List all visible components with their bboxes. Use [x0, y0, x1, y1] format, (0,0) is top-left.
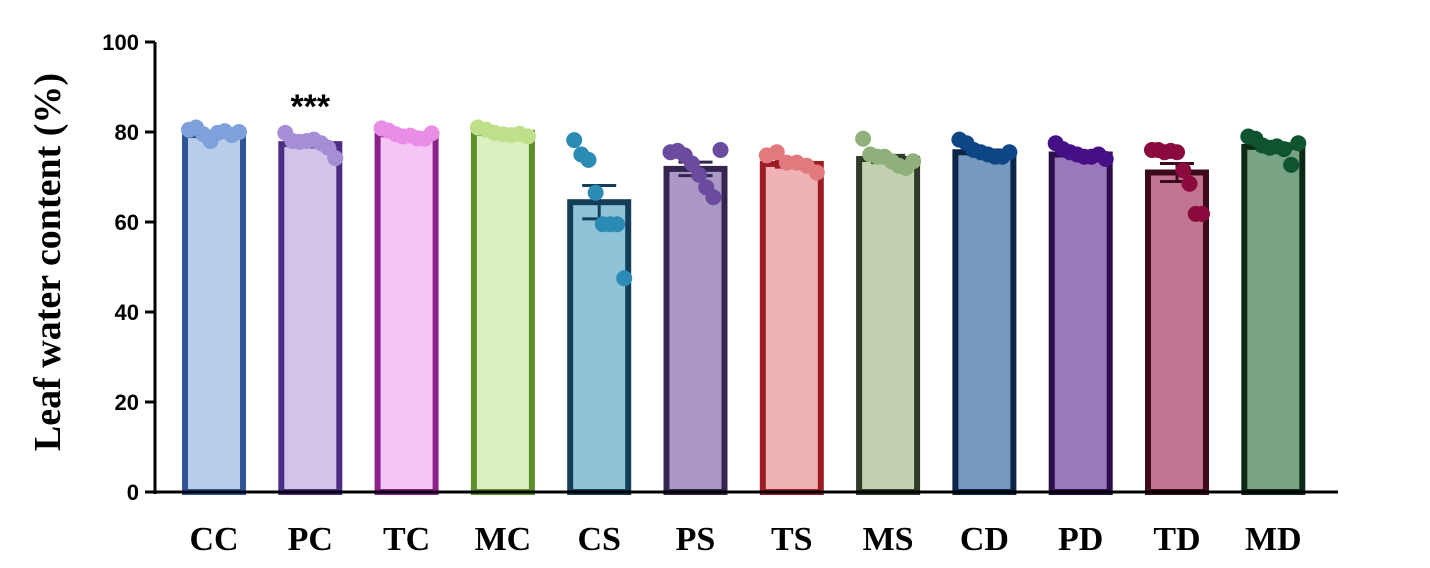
data-point-MS — [855, 130, 872, 147]
data-point-TS — [808, 164, 825, 181]
data-point-TD — [1181, 175, 1198, 192]
bar-CC — [182, 132, 246, 495]
y-tick-label: 100 — [102, 30, 139, 55]
data-point-PS — [691, 166, 708, 183]
x-tick-label: MS — [863, 521, 914, 558]
y-axis-label: Leaf water content (%) — [27, 73, 69, 451]
bar-TC — [374, 131, 439, 495]
data-point-CC — [231, 124, 247, 140]
x-tick-label: TC — [383, 521, 430, 558]
axes-layer: CC PC TC MC CS PS TS MS CD PD TD MD *** 0 20 40 60 80 100 — [102, 30, 1338, 558]
x-tick-label: MC — [475, 521, 532, 558]
data-point-MC — [519, 128, 536, 145]
data-point-PS — [705, 189, 722, 206]
bar-PC — [278, 141, 343, 495]
bar-TD — [1145, 169, 1209, 495]
bar-PS — [663, 165, 728, 495]
y-tick-label: 80 — [115, 120, 139, 145]
data-point-CD — [1001, 144, 1018, 161]
bar-MC — [470, 129, 535, 495]
x-tick-label: PS — [676, 521, 716, 558]
bar-MS — [856, 156, 921, 495]
data-point-CS — [609, 216, 626, 233]
data-point-CS — [580, 151, 597, 168]
bar-TS — [759, 160, 824, 495]
data-point-CS — [616, 270, 633, 287]
data-point-MD — [1290, 135, 1307, 152]
data-point-TC — [423, 125, 440, 142]
bars-layer — [181, 119, 1307, 495]
bar-MD — [1241, 143, 1306, 495]
y-tick-label: 40 — [115, 300, 139, 325]
x-tick-label: MD — [1245, 521, 1302, 558]
x-tick-label: PC — [288, 521, 333, 558]
data-point-TD — [1169, 144, 1185, 161]
data-point-MS — [905, 153, 922, 170]
data-point-TD — [1194, 205, 1210, 222]
bar-CS — [567, 199, 632, 495]
data-point-PD — [1097, 151, 1114, 167]
data-point-MD — [1283, 156, 1300, 173]
x-tick-label: PD — [1058, 521, 1103, 558]
data-point-PC — [327, 150, 344, 167]
x-tick-label: CS — [577, 521, 620, 558]
bar-PD — [1048, 151, 1113, 495]
x-tick-label: CD — [960, 521, 1009, 558]
y-tick-label: 20 — [115, 390, 139, 415]
data-point-CS — [566, 132, 583, 149]
y-tick-label: 0 — [127, 480, 139, 505]
x-tick-label: TS — [771, 521, 813, 558]
bar-CD — [952, 149, 1017, 495]
data-point-TS — [768, 144, 785, 161]
x-tick-label: CC — [189, 521, 238, 558]
data-point-MD — [1276, 141, 1293, 158]
x-tick-label: TD — [1153, 521, 1200, 558]
significance-marker: *** — [290, 88, 330, 126]
y-tick-label: 60 — [115, 210, 139, 235]
data-point-PS — [712, 142, 729, 158]
data-point-TD — [1175, 162, 1192, 179]
data-point-CS — [587, 184, 604, 201]
